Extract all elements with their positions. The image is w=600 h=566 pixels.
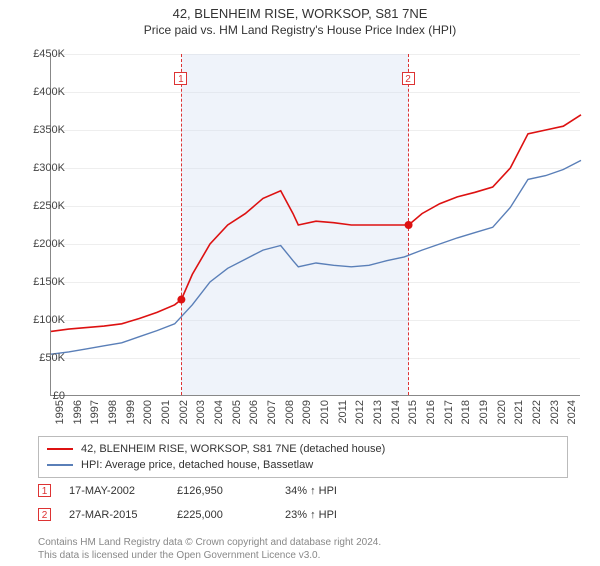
x-tick-label: 2007	[266, 400, 278, 424]
sale-marker-box-2: 2	[402, 72, 415, 85]
x-tick-label: 2013	[372, 400, 384, 424]
sale-price: £126,950	[177, 485, 267, 497]
x-tick-label: 2021	[513, 400, 525, 424]
chart-container: 42, BLENHEIM RISE, WORKSOP, S81 7NE Pric…	[0, 6, 600, 566]
sale-date: 27-MAR-2015	[69, 509, 159, 521]
sale-dot	[405, 221, 413, 229]
x-tick-label: 1997	[89, 400, 101, 424]
x-tick-label: 2020	[496, 400, 508, 424]
sale-marker-icon: 1	[38, 484, 51, 497]
sale-pct-vs-hpi: 23% ↑ HPI	[285, 509, 375, 521]
y-tick-label: £400K	[19, 86, 65, 98]
x-tick-label: 2016	[425, 400, 437, 424]
sale-pct-vs-hpi: 34% ↑ HPI	[285, 485, 375, 497]
y-tick-label: £200K	[19, 238, 65, 250]
x-tick-label: 2001	[160, 400, 172, 424]
legend-label: 42, BLENHEIM RISE, WORKSOP, S81 7NE (det…	[81, 441, 385, 457]
x-tick-label: 2024	[566, 400, 578, 424]
legend-row: HPI: Average price, detached house, Bass…	[47, 457, 559, 473]
x-tick-label: 1996	[72, 400, 84, 424]
sale-date: 17-MAY-2002	[69, 485, 159, 497]
y-tick-label: £450K	[19, 48, 65, 60]
y-tick-label: £100K	[19, 314, 65, 326]
x-tick-label: 2018	[460, 400, 472, 424]
x-tick-label: 2006	[248, 400, 260, 424]
chart-title: 42, BLENHEIM RISE, WORKSOP, S81 7NE	[0, 6, 600, 21]
x-tick-label: 2009	[301, 400, 313, 424]
x-tick-label: 1999	[125, 400, 137, 424]
x-tick-label: 2003	[195, 400, 207, 424]
x-tick-label: 2008	[284, 400, 296, 424]
sale-dot	[177, 296, 185, 304]
legend-box: 42, BLENHEIM RISE, WORKSOP, S81 7NE (det…	[38, 436, 568, 478]
sale-price: £225,000	[177, 509, 267, 521]
x-tick-label: 2002	[178, 400, 190, 424]
plot-area: 1 2	[50, 54, 580, 396]
sale-row: 1 17-MAY-2002 £126,950 34% ↑ HPI	[38, 484, 568, 497]
footer-line: This data is licensed under the Open Gov…	[38, 549, 568, 562]
chart-subtitle: Price paid vs. HM Land Registry's House …	[0, 23, 600, 37]
x-tick-label: 1998	[107, 400, 119, 424]
x-tick-label: 2012	[354, 400, 366, 424]
y-tick-label: £300K	[19, 162, 65, 174]
x-tick-label: 2014	[390, 400, 402, 424]
y-tick-label: £50K	[19, 352, 65, 364]
y-tick-label: £150K	[19, 276, 65, 288]
legend-swatch	[47, 464, 73, 466]
x-tick-label: 2019	[478, 400, 490, 424]
x-tick-label: 2000	[142, 400, 154, 424]
legend-label: HPI: Average price, detached house, Bass…	[81, 457, 313, 473]
x-tick-label: 2022	[531, 400, 543, 424]
chart-svg	[51, 54, 580, 395]
sale-marker-box-1: 1	[174, 72, 187, 85]
footer-line: Contains HM Land Registry data © Crown c…	[38, 536, 568, 549]
footer-attribution: Contains HM Land Registry data © Crown c…	[38, 536, 568, 562]
x-tick-label: 2010	[319, 400, 331, 424]
x-tick-label: 2005	[231, 400, 243, 424]
legend-row: 42, BLENHEIM RISE, WORKSOP, S81 7NE (det…	[47, 441, 559, 457]
x-tick-label: 2004	[213, 400, 225, 424]
x-tick-label: 1995	[54, 400, 66, 424]
x-tick-label: 2011	[337, 400, 349, 424]
x-tick-label: 2017	[443, 400, 455, 424]
x-tick-label: 2015	[407, 400, 419, 424]
sale-marker-icon: 2	[38, 508, 51, 521]
y-tick-label: £250K	[19, 200, 65, 212]
sale-row: 2 27-MAR-2015 £225,000 23% ↑ HPI	[38, 508, 568, 521]
y-tick-label: £350K	[19, 124, 65, 136]
series-line-hpi	[51, 160, 581, 354]
legend-swatch	[47, 448, 73, 450]
x-tick-label: 2023	[549, 400, 561, 424]
series-line-price_paid	[51, 115, 581, 332]
